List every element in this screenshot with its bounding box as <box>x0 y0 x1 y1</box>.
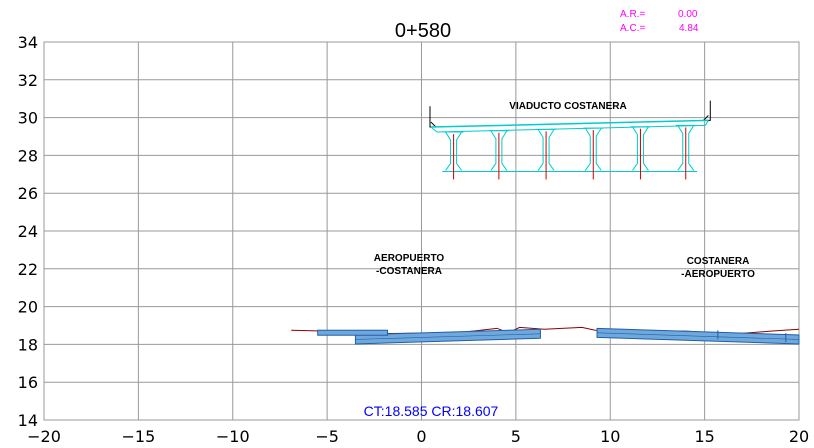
x-tick-label: 0 <box>416 427 426 446</box>
y-tick-label: 16 <box>18 373 38 392</box>
y-tick-label: 30 <box>18 109 38 128</box>
roadway-1 <box>354 328 541 345</box>
girder <box>675 124 696 180</box>
girder <box>488 130 509 180</box>
y-tick-label: 20 <box>18 298 38 317</box>
girder <box>536 128 557 180</box>
x-tick-label: 15 <box>694 427 714 446</box>
y-tick-label: 24 <box>18 222 38 241</box>
ar-label: A.R.= <box>620 9 645 20</box>
deck-edge-left <box>430 126 438 133</box>
viaduct-label: VIADUCTO COSTANERA <box>509 101 626 112</box>
deck-bottom <box>436 124 706 133</box>
y-tick-label: 18 <box>18 335 38 354</box>
x-tick-label: 10 <box>600 427 620 446</box>
y-axis: 14 16 18 20 22 24 26 28 30 32 34 <box>18 33 38 430</box>
grid <box>43 41 800 421</box>
ac-value: 4.84 <box>679 23 699 34</box>
station-label: 0+580 <box>395 20 451 42</box>
left-road-label-line1: AEROPUERTO <box>374 253 445 264</box>
y-tick-label: 28 <box>18 146 38 165</box>
x-tick-label: −10 <box>216 427 250 446</box>
x-tick-label: −20 <box>27 427 61 446</box>
right-road-label-line2: -AEROPUERTO <box>681 269 755 280</box>
shoulder-left <box>317 329 389 336</box>
right-road-label-line1: COSTANERA <box>687 256 750 267</box>
roadway-sections <box>317 327 800 345</box>
x-tick-label: −5 <box>315 427 339 446</box>
deck-top <box>430 119 709 128</box>
y-tick-label: 34 <box>18 33 38 52</box>
x-tick-label: −15 <box>121 427 155 446</box>
x-tick-label: 20 <box>789 427 809 446</box>
left-road-label-line2: -COSTANERA <box>376 266 442 277</box>
footer-elevations: CT:18.585 CR:18.607 <box>364 403 499 419</box>
girder <box>630 126 651 180</box>
deck-edge-right <box>704 120 709 126</box>
girder <box>583 127 604 180</box>
ar-value: 0.00 <box>678 9 698 20</box>
y-tick-label: 26 <box>18 184 38 203</box>
viaduct-section <box>429 100 711 180</box>
x-tick-label: 5 <box>511 427 521 446</box>
y-tick-label: 32 <box>18 71 38 90</box>
girder <box>443 131 464 180</box>
plot-frame <box>43 41 800 421</box>
y-tick-label: 22 <box>18 260 38 279</box>
roadway-2 <box>596 327 800 345</box>
y-tick-label: 14 <box>18 411 38 430</box>
ac-label: A.C.= <box>620 23 645 34</box>
x-axis: −20 −15 −10 −5 0 5 10 15 20 <box>27 427 809 446</box>
